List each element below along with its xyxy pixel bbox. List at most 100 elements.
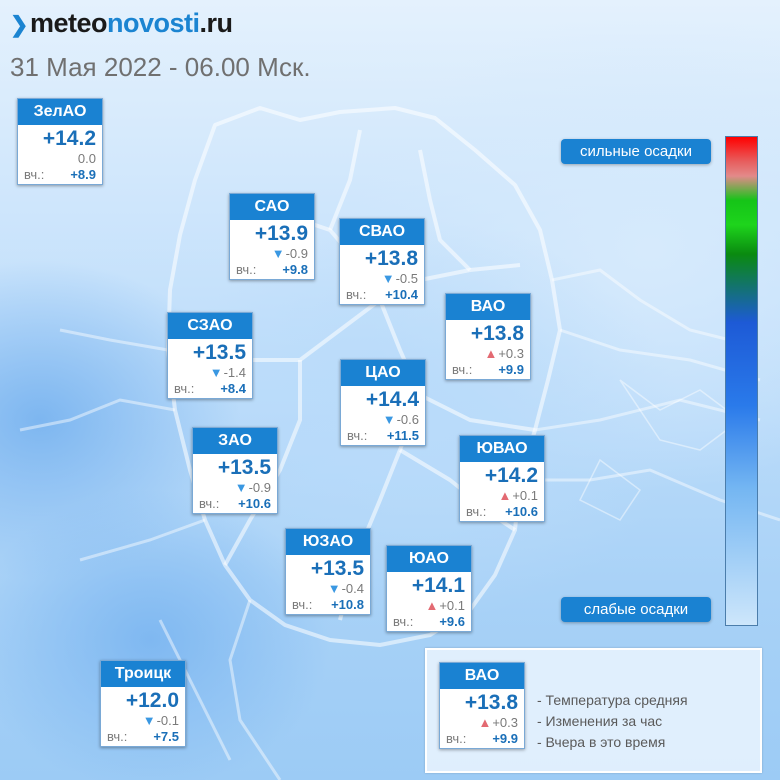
district-hourly-change: ▼-0.9 (193, 480, 277, 496)
logo-mark-icon: ❯ (10, 12, 28, 37)
district-card-sao: САО +13.9 ▼-0.9 вч.: +9.8 (229, 193, 315, 280)
change-value: -0.9 (248, 480, 271, 495)
district-temperature: +14.2 (484, 464, 538, 487)
district-hourly-change: ▼-0.5 (340, 271, 424, 287)
change-value: +0.3 (498, 346, 524, 361)
district-yesterday: вч.: +10.6 (193, 496, 277, 513)
district-card-yuao: ЮАО +14.1 ▲+0.1 вч.: +9.6 (386, 545, 472, 632)
trend-down-icon: ▼ (327, 581, 341, 596)
district-temperature: +14.4 (365, 388, 419, 411)
district-yesterday: вч.: +9.6 (387, 614, 471, 631)
district-hourly-change: ▼-0.6 (341, 412, 425, 428)
logo-accent: novosti (106, 8, 200, 38)
district-yesterday: вч.: +10.4 (340, 287, 424, 304)
district-temperature: +13.5 (217, 456, 271, 479)
district-name: ЮЗАО (286, 529, 370, 555)
district-hourly-change: ▲+0.1 (387, 598, 471, 614)
yesterday-value: +10.8 (331, 597, 364, 612)
district-hourly-change: ▲+0.3 (446, 346, 530, 362)
district-temperature: +13.8 (470, 322, 524, 345)
district-hourly-change: ▼-1.4 (168, 365, 252, 381)
district-hourly-change: ▼-0.4 (286, 581, 370, 597)
yesterday-label: вч.: (452, 362, 473, 377)
yesterday-label: вч.: (107, 729, 128, 744)
trend-up-icon: ▲ (425, 598, 439, 613)
trend-down-icon: ▼ (271, 246, 285, 261)
yesterday-label: вч.: (174, 381, 195, 396)
trend-down-icon: ▼ (381, 271, 395, 286)
change-value: 0.0 (77, 151, 96, 166)
change-value: -0.5 (395, 271, 418, 286)
district-name: ЮВАО (460, 436, 544, 462)
district-name: ВАО (446, 294, 530, 320)
legend-sample-card: ВАО +13.8 ▲+0.3 вч.: +9.9 (439, 662, 525, 749)
district-card-zelao: ЗелАО +14.2 0.0 вч.: +8.9 (17, 98, 103, 185)
yesterday-value: +9.6 (439, 614, 465, 629)
district-card-cao: ЦАО +14.4 ▼-0.6 вч.: +11.5 (340, 359, 426, 446)
change-value: +0.3 (492, 715, 518, 730)
district-yesterday: вч.: +8.4 (168, 381, 252, 398)
trend-up-icon: ▲ (484, 346, 498, 361)
weak-precipitation-label: слабые осадки (561, 597, 711, 622)
yesterday-value: +10.4 (385, 287, 418, 302)
district-yesterday: вч.: +9.9 (440, 731, 524, 748)
district-yesterday: вч.: +10.8 (286, 597, 370, 614)
trend-down-icon: ▼ (142, 713, 156, 728)
district-card-svao: СВАО +13.8 ▼-0.5 вч.: +10.4 (339, 218, 425, 305)
district-name: ЮАО (387, 546, 471, 572)
legend-item-yesterday: - Вчера в это время (537, 734, 666, 750)
district-hourly-change: ▲+0.1 (460, 488, 544, 504)
yesterday-label: вч.: (393, 614, 414, 629)
yesterday-value: +8.9 (70, 167, 96, 182)
yesterday-value: +10.6 (505, 504, 538, 519)
change-value: +0.1 (512, 488, 538, 503)
district-temperature: +14.2 (42, 127, 96, 150)
district-name: СВАО (340, 219, 424, 245)
legend-panel: ВАО +13.8 ▲+0.3 вч.: +9.9 - Температура с… (425, 648, 762, 773)
district-card-troitsk: Троицк +12.0 ▼-0.1 вч.: +7.5 (100, 660, 186, 747)
district-temperature: +13.5 (192, 341, 246, 364)
trend-down-icon: ▼ (382, 412, 396, 427)
district-name: ЗелАО (18, 99, 102, 125)
district-yesterday: вч.: +11.5 (341, 428, 425, 445)
district-temperature: +13.9 (254, 222, 308, 245)
site-logo[interactable]: ❯meteonovosti.ru (10, 8, 233, 39)
strong-precipitation-label: сильные осадки (561, 139, 711, 164)
date-time-caption: 31 Мая 2022 - 06.00 Мск. (10, 52, 311, 82)
district-card-szao: СЗАО +13.5 ▼-1.4 вч.: +8.4 (167, 312, 253, 399)
change-value: +0.1 (439, 598, 465, 613)
yesterday-label: вч.: (199, 496, 220, 511)
district-yesterday: вч.: +8.9 (18, 167, 102, 184)
district-temperature: +14.1 (411, 574, 465, 597)
yesterday-value: +10.6 (238, 496, 271, 511)
change-value: -0.1 (156, 713, 179, 728)
yesterday-label: вч.: (446, 731, 467, 746)
district-yesterday: вч.: +9.9 (446, 362, 530, 379)
district-yesterday: вч.: +7.5 (101, 729, 185, 746)
legend-item-hourly-change: - Изменения за час (537, 713, 663, 729)
district-hourly-change: ▼-0.9 (230, 246, 314, 262)
district-name: САО (230, 194, 314, 220)
yesterday-label: вч.: (347, 428, 368, 443)
district-card-yuvao: ЮВАО +14.2 ▲+0.1 вч.: +10.6 (459, 435, 545, 522)
district-temperature: +13.8 (464, 691, 518, 714)
yesterday-label: вч.: (236, 262, 257, 277)
legend-item-temperature: - Температура средняя (537, 692, 688, 708)
yesterday-value: +8.4 (220, 381, 246, 396)
district-yesterday: вч.: +10.6 (460, 504, 544, 521)
district-hourly-change: 0.0 (18, 151, 102, 167)
district-name: СЗАО (168, 313, 252, 339)
district-card-yuzao: ЮЗАО +13.5 ▼-0.4 вч.: +10.8 (285, 528, 371, 615)
district-name: ВАО (440, 663, 524, 689)
precipitation-color-scale (725, 136, 758, 626)
district-temperature: +13.5 (310, 557, 364, 580)
district-hourly-change: ▲+0.3 (440, 715, 524, 731)
yesterday-label: вч.: (24, 167, 45, 182)
trend-up-icon: ▲ (498, 488, 512, 503)
district-name: ЗАО (193, 428, 277, 454)
yesterday-value: +9.8 (282, 262, 308, 277)
district-hourly-change: ▼-0.1 (101, 713, 185, 729)
yesterday-label: вч.: (466, 504, 487, 519)
district-name: ЦАО (341, 360, 425, 386)
